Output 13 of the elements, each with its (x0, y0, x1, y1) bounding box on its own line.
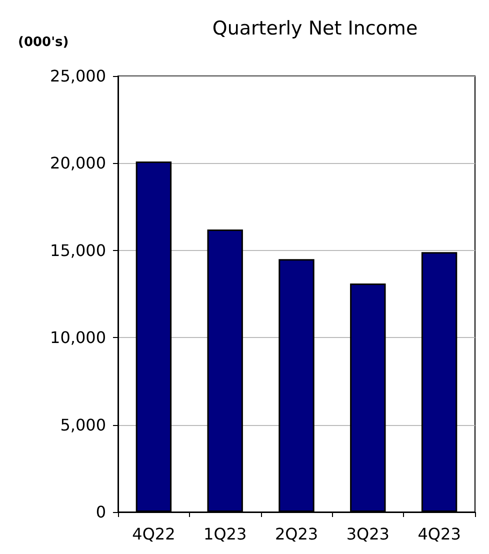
x-tick-label: 1Q23 (204, 524, 247, 544)
y-tick-label: 20,000 (50, 154, 106, 173)
y-tick-label: 10,000 (50, 328, 106, 348)
x-tick-label: 4Q23 (418, 524, 461, 544)
x-tick-label: 4Q22 (132, 524, 176, 544)
x-tick-label: 3Q23 (346, 524, 390, 544)
y-tick-label: 0 (96, 502, 106, 522)
y-axis-title: (000's) (18, 35, 69, 50)
y-tick-label: 15,000 (50, 240, 106, 260)
chart-title: Quarterly Net Income (212, 18, 418, 40)
x-tick-label: 2Q23 (274, 524, 318, 544)
y-tick-label: 5,000 (60, 415, 106, 434)
y-tick-label: 25,000 (50, 66, 106, 86)
